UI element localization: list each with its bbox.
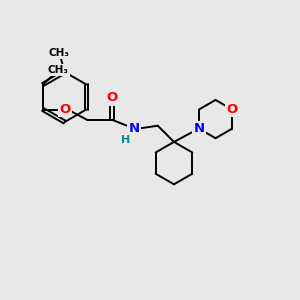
Text: CH₃: CH₃	[48, 65, 69, 75]
Text: H: H	[121, 135, 130, 145]
Text: N: N	[194, 122, 205, 135]
Text: N: N	[194, 122, 205, 135]
Text: N: N	[129, 122, 140, 135]
Text: O: O	[106, 91, 118, 104]
Text: O: O	[226, 103, 238, 116]
Text: CH₃: CH₃	[49, 48, 70, 58]
Text: O: O	[59, 103, 70, 116]
